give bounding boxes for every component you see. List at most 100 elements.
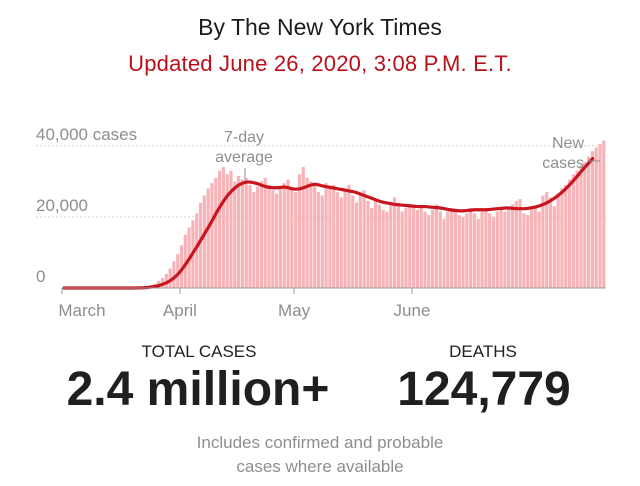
- case-bar: [176, 254, 180, 288]
- cases-chart: 40,000 cases 20,000 0 March April May June 7-…: [36, 125, 606, 320]
- case-bar: [476, 218, 480, 288]
- case-bar: [594, 147, 598, 288]
- case-bar: [556, 193, 560, 288]
- case-bar: [533, 206, 537, 288]
- case-bar: [404, 208, 408, 288]
- case-bar: [316, 192, 321, 288]
- case-bar: [590, 151, 594, 288]
- x-tick-label: March: [58, 301, 105, 320]
- case-bar: [518, 199, 522, 288]
- x-tick-label: April: [163, 301, 197, 320]
- chart-annotations: 7-day average New cases: [215, 129, 600, 180]
- case-bar: [411, 204, 416, 288]
- case-bar: [598, 144, 602, 288]
- case-bar: [236, 176, 241, 288]
- case-bar: [347, 184, 351, 288]
- case-bar: [198, 202, 203, 288]
- y-tick-label: 20,000: [36, 196, 88, 215]
- case-bar: [453, 209, 458, 288]
- y-tick-label: 40,000 cases: [36, 125, 137, 144]
- case-bar: [248, 184, 252, 288]
- case-bar: [282, 183, 286, 288]
- case-bar: [324, 183, 328, 288]
- case-bar: [373, 199, 378, 288]
- case-bar: [495, 211, 499, 288]
- average-annotation-line2: average: [215, 149, 273, 166]
- case-bar: [240, 179, 244, 288]
- case-bar: [423, 211, 427, 288]
- case-bar: [575, 170, 579, 288]
- case-bar: [320, 195, 324, 288]
- case-bar: [286, 179, 290, 288]
- case-bar: [339, 197, 343, 288]
- case-bar: [431, 209, 435, 288]
- case-bar: [427, 215, 431, 288]
- case-bar: [499, 208, 503, 288]
- case-bar: [465, 213, 469, 288]
- case-bar: [560, 188, 564, 288]
- case-bar: [503, 211, 507, 288]
- case-bar: [335, 192, 340, 288]
- case-bar: [529, 208, 534, 288]
- case-bar: [507, 209, 511, 288]
- case-bar: [484, 209, 488, 288]
- case-bar: [362, 190, 366, 288]
- case-bar: [392, 197, 397, 288]
- case-bar: [332, 184, 336, 288]
- case-bar: [564, 184, 568, 288]
- case-bar: [385, 211, 389, 288]
- case-bar: [548, 197, 553, 288]
- case-bar: [450, 208, 454, 288]
- case-bar: [514, 200, 518, 288]
- y-tick-label: 0: [36, 267, 45, 286]
- case-bar: [210, 183, 214, 288]
- y-axis-ticks: 40,000 cases 20,000 0: [36, 125, 137, 286]
- case-bar: [480, 211, 484, 288]
- case-bar: [168, 268, 172, 288]
- case-bar: [419, 206, 423, 288]
- case-bar: [179, 245, 184, 288]
- case-bar: [469, 208, 473, 288]
- case-bar: [438, 211, 442, 288]
- new-cases-annotation-line1: New: [552, 135, 584, 152]
- case-bar: [366, 200, 370, 288]
- case-bar: [256, 186, 260, 288]
- case-bar: [294, 192, 298, 288]
- case-bar: [229, 170, 233, 288]
- case-bar: [343, 188, 347, 288]
- case-bar: [354, 202, 359, 288]
- case-bar: [172, 261, 176, 288]
- case-bar: [400, 211, 404, 288]
- case-bar: [446, 211, 450, 288]
- case-bar: [221, 167, 225, 288]
- x-tick-label: June: [394, 301, 431, 320]
- case-bar: [488, 213, 492, 288]
- case-bar: [301, 167, 305, 288]
- deaths-value: 124,779: [397, 363, 571, 416]
- case-bar: [370, 208, 374, 288]
- case-bar: [571, 174, 575, 288]
- case-bar: [297, 174, 302, 288]
- case-bar: [545, 192, 549, 288]
- case-bar: [541, 195, 545, 288]
- case-bar: [472, 213, 477, 288]
- case-bar: [278, 188, 283, 288]
- byline: By The New York Times: [198, 14, 442, 40]
- case-bar: [259, 181, 264, 288]
- case-bar: [206, 188, 210, 288]
- case-bar: [214, 177, 218, 288]
- case-bar: [217, 170, 222, 288]
- footnote: Includes confirmed and probable cases wh…: [0, 431, 640, 479]
- case-bar: [381, 209, 385, 288]
- case-bar: [491, 216, 496, 288]
- case-bar: [586, 156, 591, 288]
- case-bar: [408, 206, 412, 288]
- case-bar: [457, 215, 461, 288]
- case-bar: [415, 209, 419, 288]
- case-bar: [225, 174, 229, 288]
- case-bar: [309, 181, 313, 288]
- case-bar: [244, 177, 248, 288]
- case-bar: [351, 195, 355, 288]
- deaths-label: DEATHS: [449, 342, 517, 361]
- case-bar: [602, 140, 606, 288]
